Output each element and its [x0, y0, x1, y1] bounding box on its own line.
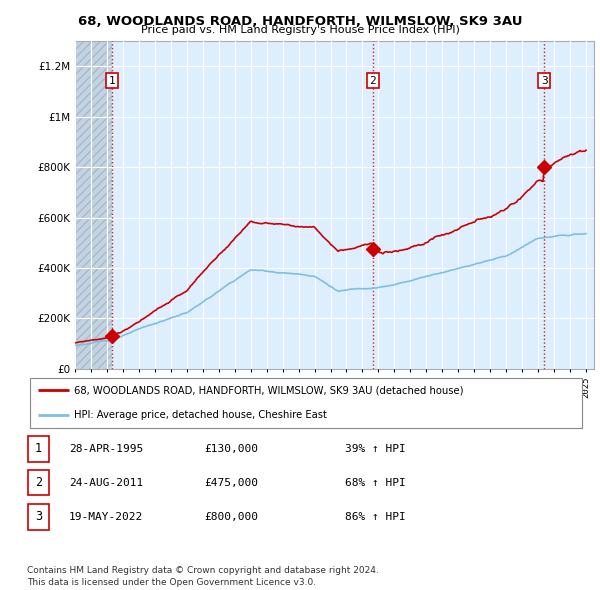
Text: £130,000: £130,000	[204, 444, 258, 454]
Text: 3: 3	[35, 510, 42, 523]
FancyBboxPatch shape	[28, 470, 49, 496]
Text: 68, WOODLANDS ROAD, HANDFORTH, WILMSLOW, SK9 3AU: 68, WOODLANDS ROAD, HANDFORTH, WILMSLOW,…	[78, 15, 522, 28]
FancyBboxPatch shape	[28, 504, 49, 530]
Text: £800,000: £800,000	[204, 512, 258, 522]
Text: 19-MAY-2022: 19-MAY-2022	[69, 512, 143, 522]
Text: 2: 2	[370, 76, 376, 86]
Text: 68% ↑ HPI: 68% ↑ HPI	[345, 478, 406, 487]
Text: 86% ↑ HPI: 86% ↑ HPI	[345, 512, 406, 522]
Text: £475,000: £475,000	[204, 478, 258, 487]
Text: 39% ↑ HPI: 39% ↑ HPI	[345, 444, 406, 454]
Text: 24-AUG-2011: 24-AUG-2011	[69, 478, 143, 487]
Bar	[75, 41, 112, 369]
Text: 68, WOODLANDS ROAD, HANDFORTH, WILMSLOW, SK9 3AU (detached house): 68, WOODLANDS ROAD, HANDFORTH, WILMSLOW,…	[74, 385, 464, 395]
FancyBboxPatch shape	[30, 378, 582, 428]
FancyBboxPatch shape	[28, 436, 49, 462]
Text: 3: 3	[541, 76, 548, 86]
Text: 2: 2	[35, 476, 42, 489]
Text: HPI: Average price, detached house, Cheshire East: HPI: Average price, detached house, Ches…	[74, 410, 327, 420]
Text: 1: 1	[35, 442, 42, 455]
Text: 28-APR-1995: 28-APR-1995	[69, 444, 143, 454]
Text: 1: 1	[109, 76, 115, 86]
Text: Price paid vs. HM Land Registry's House Price Index (HPI): Price paid vs. HM Land Registry's House …	[140, 25, 460, 35]
Text: Contains HM Land Registry data © Crown copyright and database right 2024.
This d: Contains HM Land Registry data © Crown c…	[27, 566, 379, 587]
